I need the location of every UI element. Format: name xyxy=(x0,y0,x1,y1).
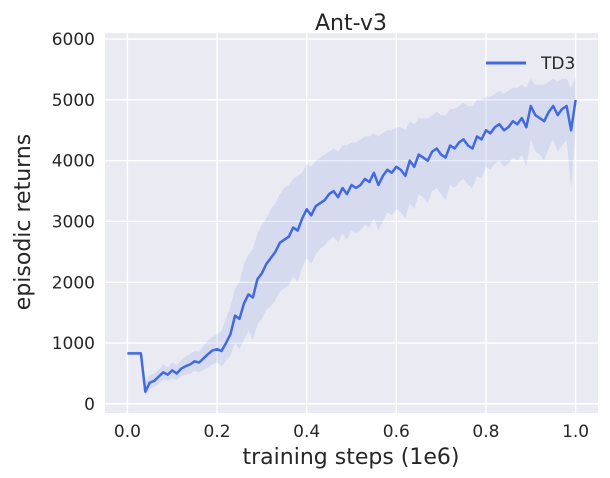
series-line-0 xyxy=(127,99,577,393)
plot-area xyxy=(105,33,598,413)
grid xyxy=(105,33,598,413)
chart-title: Ant-v3 xyxy=(315,11,387,36)
x-tick-label: 0.0 xyxy=(114,422,141,442)
y-axis-ticks: 0 1000 2000 3000 4000 5000 6000 xyxy=(52,30,95,415)
y-axis-label: episodic returns xyxy=(11,134,36,310)
legend: TD3 xyxy=(486,54,575,74)
x-tick-label: 0.2 xyxy=(204,422,231,442)
series-line-layer xyxy=(127,99,577,393)
y-tick-label: 4000 xyxy=(52,152,95,172)
x-axis-ticks: 0.0 0.2 0.4 0.6 0.8 1.0 xyxy=(114,422,589,442)
legend-label-td3: TD3 xyxy=(540,54,575,74)
y-tick-label: 6000 xyxy=(52,30,95,50)
x-tick-label: 1.0 xyxy=(562,422,589,442)
x-tick-label: 0.4 xyxy=(293,422,320,442)
x-tick-label: 0.6 xyxy=(383,422,410,442)
x-axis-label: training steps (1e6) xyxy=(243,445,460,470)
y-tick-label: 1000 xyxy=(52,334,95,354)
y-tick-label: 0 xyxy=(84,395,95,415)
y-tick-label: 2000 xyxy=(52,273,95,293)
y-tick-label: 5000 xyxy=(52,91,95,111)
x-tick-label: 0.8 xyxy=(472,422,499,442)
y-tick-label: 3000 xyxy=(52,212,95,232)
